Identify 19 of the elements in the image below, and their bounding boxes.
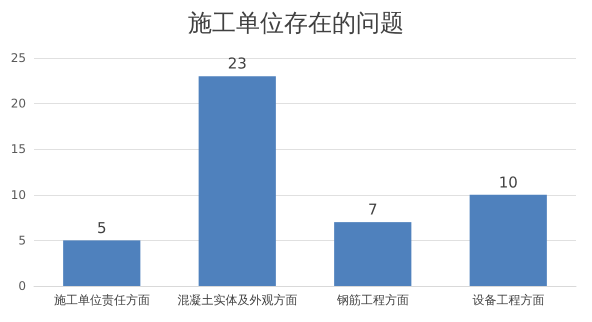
y-tick-label: 20 xyxy=(10,96,26,111)
bar xyxy=(198,76,276,286)
x-tick-label: 施工单位责任方面 xyxy=(54,293,150,307)
data-label: 5 xyxy=(96,218,107,237)
x-tick-label: 设备工程方面 xyxy=(472,293,544,307)
y-tick-label: 15 xyxy=(10,142,26,156)
x-tick-label: 钢筋工程方面 xyxy=(336,293,409,307)
data-label: 7 xyxy=(368,200,378,219)
chart-title: 施工单位存在的问题 xyxy=(188,9,404,37)
bar xyxy=(334,222,412,286)
y-tick-label: 25 xyxy=(10,51,26,65)
bar xyxy=(63,240,140,286)
data-label: 10 xyxy=(498,173,518,192)
y-tick-label: 0 xyxy=(18,279,26,293)
y-tick-label: 5 xyxy=(18,233,26,248)
data-label: 23 xyxy=(228,54,247,73)
bar xyxy=(470,194,547,286)
y-tick-label: 10 xyxy=(10,188,26,202)
x-tick-label: 混凝土实体及外观方面 xyxy=(177,293,298,307)
